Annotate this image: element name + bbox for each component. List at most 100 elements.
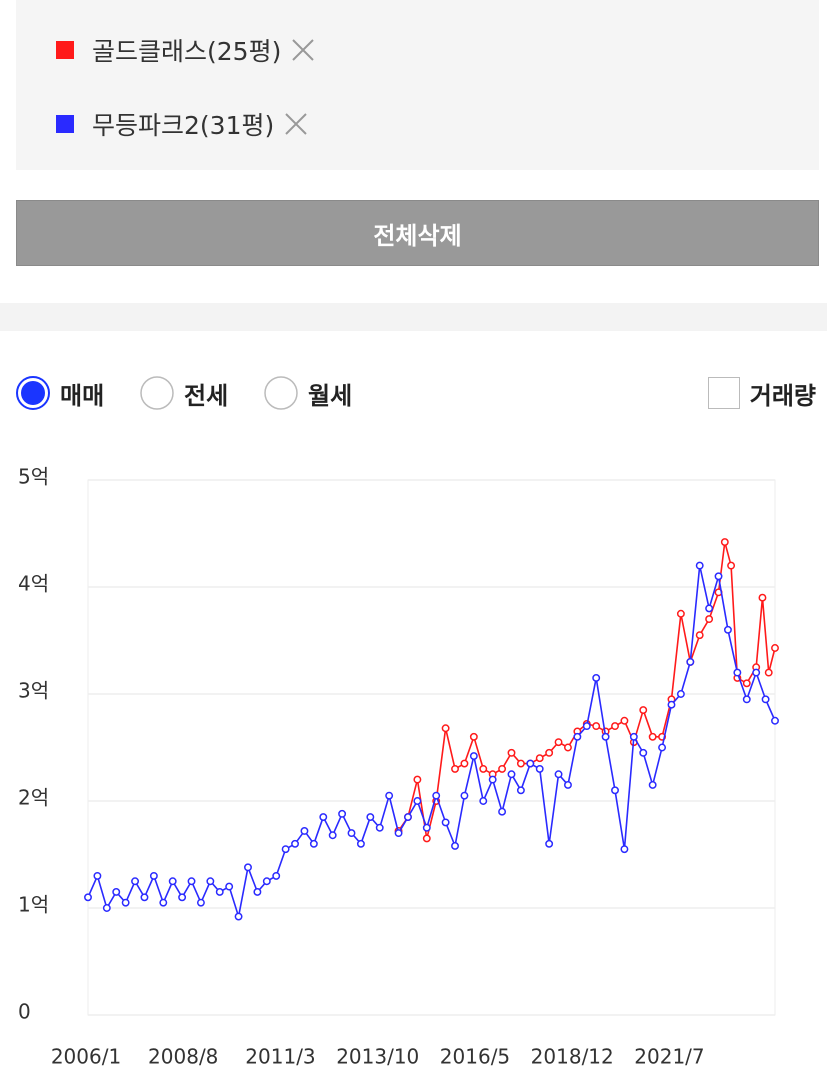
radio[interactable] xyxy=(140,376,174,410)
delete-all-button[interactable]: 전체삭제 xyxy=(16,200,819,266)
data-point xyxy=(291,839,299,848)
data-point xyxy=(479,797,488,805)
remove-icon[interactable] xyxy=(284,112,308,136)
radio[interactable] xyxy=(16,376,50,410)
options: 거래량 매매 전세 월세 xyxy=(16,372,816,414)
data-point xyxy=(573,732,582,741)
y-tick-label: 4억 xyxy=(18,572,49,596)
data-point xyxy=(84,893,92,902)
data-point xyxy=(178,893,187,902)
radio-dot xyxy=(21,381,45,405)
data-point xyxy=(187,877,196,886)
data-point xyxy=(159,898,168,907)
data-point xyxy=(752,668,761,677)
separator xyxy=(0,303,827,331)
remove-icon[interactable] xyxy=(291,38,315,62)
data-point xyxy=(413,797,422,805)
data-point xyxy=(394,829,403,838)
data-point xyxy=(554,738,563,747)
radio-ring xyxy=(264,376,298,410)
data-point xyxy=(498,807,507,816)
data-point xyxy=(149,871,158,880)
trade-type-label: 월세 xyxy=(308,381,353,410)
data-point xyxy=(611,722,619,731)
data-point xyxy=(507,770,516,779)
radio-ring xyxy=(140,376,174,410)
data-point xyxy=(319,813,328,821)
data-point xyxy=(215,888,224,896)
data-point xyxy=(479,764,488,773)
data-point xyxy=(648,732,657,741)
data-point xyxy=(535,754,544,763)
data-point xyxy=(771,644,779,652)
remove-cross xyxy=(292,39,315,61)
data-point xyxy=(742,679,751,688)
data-point xyxy=(422,834,431,843)
x-tick-label: 2018/12 xyxy=(531,1045,614,1069)
data-point xyxy=(676,609,685,618)
trade-type-option[interactable]: 월세 xyxy=(264,372,352,414)
data-point xyxy=(629,732,638,741)
data-point xyxy=(309,839,318,848)
data-point xyxy=(592,722,601,731)
y-tick-label: 1억 xyxy=(18,893,49,917)
data-point xyxy=(140,893,149,902)
data-point xyxy=(676,690,685,698)
data-point xyxy=(761,695,770,704)
data-point xyxy=(460,759,469,768)
volume-toggle[interactable]: 거래량 xyxy=(707,372,816,414)
data-point xyxy=(611,786,619,795)
data-point xyxy=(272,871,281,880)
data-point xyxy=(695,561,704,570)
data-point xyxy=(347,829,356,838)
data-point xyxy=(366,813,375,821)
data-point xyxy=(206,877,215,886)
data-point xyxy=(281,845,290,854)
data-point xyxy=(121,898,130,907)
data-point xyxy=(225,882,234,891)
data-point xyxy=(723,625,732,634)
data-point xyxy=(451,764,459,773)
data-point xyxy=(244,863,252,872)
data-point xyxy=(234,912,243,921)
data-point xyxy=(545,839,554,848)
trade-type-label: 매매 xyxy=(60,381,105,410)
data-point xyxy=(469,732,478,741)
data-point xyxy=(601,732,610,741)
compare-list: 골드클래스(25평) 무등파크2(31평) xyxy=(16,0,819,170)
remove-cross xyxy=(285,113,307,135)
y-tick-label: 2억 xyxy=(18,786,49,810)
data-point xyxy=(686,657,695,666)
data-point xyxy=(771,716,779,725)
data-point xyxy=(422,823,431,832)
trade-type-option[interactable]: 전세 xyxy=(140,372,228,414)
data-point xyxy=(338,809,347,818)
radio[interactable] xyxy=(264,376,298,410)
checkbox[interactable] xyxy=(707,377,740,409)
data-point xyxy=(196,898,205,907)
data-point xyxy=(714,572,723,581)
data-point xyxy=(695,631,704,640)
data-point xyxy=(102,904,111,912)
x-tick-label: 2011/3 xyxy=(245,1045,315,1069)
data-point xyxy=(620,716,629,725)
data-point xyxy=(545,748,554,757)
data-point xyxy=(554,770,563,779)
data-point xyxy=(733,668,742,677)
data-point xyxy=(526,759,535,768)
x-tick-label: 2013/10 xyxy=(336,1045,419,1069)
data-point xyxy=(764,668,773,677)
x-tick-label: 2006/1 xyxy=(51,1045,121,1069)
data-point xyxy=(451,841,459,850)
data-point xyxy=(705,615,714,624)
data-point xyxy=(375,823,384,832)
trade-type-option[interactable]: 매매 xyxy=(16,372,104,414)
data-point xyxy=(564,781,572,789)
x-tick-label: 2016/5 xyxy=(440,1045,510,1069)
data-point xyxy=(658,743,667,752)
data-point xyxy=(758,593,767,602)
data-point xyxy=(112,888,121,896)
data-point xyxy=(564,743,572,752)
data-point xyxy=(404,813,412,821)
data-point xyxy=(356,839,365,848)
